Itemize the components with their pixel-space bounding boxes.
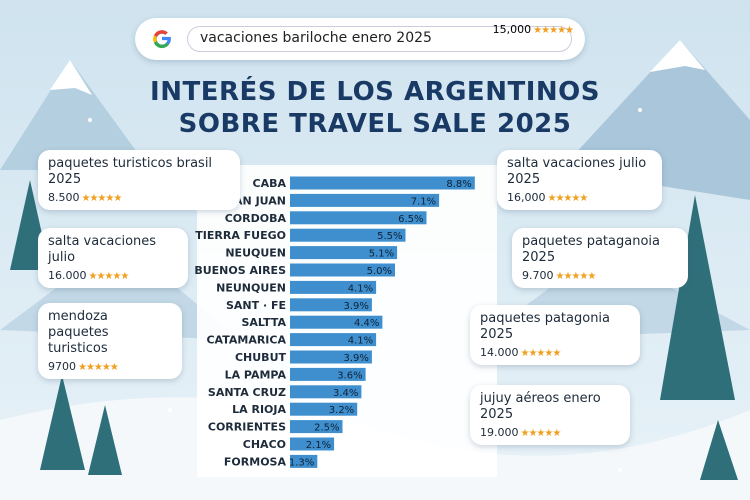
card-count-row: 9.700	[522, 269, 678, 282]
category-label: LA RIOJA	[232, 403, 286, 416]
card-count: 16.000	[48, 269, 87, 282]
google-logo	[153, 30, 171, 49]
card-title: salta vacaciones julio 2025	[507, 156, 647, 187]
card-title: jujuy aéreos enero 2025	[480, 391, 601, 422]
category-label: SALTTA	[241, 316, 286, 329]
stars	[78, 360, 118, 373]
card-count: 19.000	[480, 426, 519, 439]
card-count-row: 14.000	[480, 346, 630, 359]
bar	[290, 298, 372, 312]
bar	[290, 228, 406, 242]
value-label: 4.4%	[354, 318, 379, 329]
category-label: TIERRA FUEGO	[195, 229, 286, 242]
category-label: CATAMARICA	[206, 334, 286, 347]
bar	[290, 280, 377, 294]
card-count: 9.700	[522, 269, 554, 282]
title: INTERÉS DE LOS ARGENTINOS SOBRE TRAVEL SA…	[0, 76, 750, 140]
bar	[290, 437, 335, 451]
search-card: jujuy aéreos enero 2025 19.000	[470, 385, 630, 445]
card-count-row: 16,000	[507, 191, 652, 204]
bar	[290, 315, 383, 329]
stars	[556, 269, 596, 282]
category-label: CHUBUT	[235, 351, 287, 364]
title-line: SOBRE TRAVEL SALE 2025	[178, 109, 572, 139]
card-count-row: 16.000	[48, 269, 178, 282]
card-count-row: 19.000	[480, 426, 620, 439]
card-title: salta vacaciones julio	[48, 234, 157, 265]
value-label: 7.1%	[411, 196, 436, 207]
category-label: CABA	[253, 177, 287, 190]
stars	[548, 191, 588, 204]
value-label: 3.9%	[343, 353, 368, 364]
search-card: salta vacaciones julio 16.000	[38, 228, 188, 288]
category-label: NEUQUEN	[225, 247, 286, 260]
card-count: 8.500	[48, 191, 80, 204]
category-label: FORMOSA	[224, 455, 287, 468]
category-label: LA PAMPA	[225, 368, 287, 381]
card-count-row: 8.500	[48, 191, 230, 204]
bar	[290, 333, 377, 347]
stars	[521, 346, 561, 359]
category-label: SANTA CRUZ	[208, 386, 286, 399]
title-line: INTERÉS DE LOS ARGENTINOS	[150, 77, 600, 107]
search-bar[interactable]: vacaciones bariloche enero 2025 15,000	[135, 18, 585, 60]
value-label: 5.5%	[377, 231, 402, 242]
stars	[89, 269, 129, 282]
category-label: CORRIENTES	[208, 421, 286, 434]
bar	[290, 176, 475, 190]
search-count: 15,000	[493, 23, 573, 36]
count: 15,000	[492, 23, 532, 36]
bar	[290, 246, 398, 260]
value-label: 3.2%	[329, 405, 354, 416]
category-label: SANT · FE	[226, 299, 286, 312]
search-card: paquetes turisticos brasil 2025 8.500	[38, 150, 240, 210]
category-label: CORDOBA	[225, 212, 287, 225]
bar	[290, 367, 366, 381]
bar	[290, 350, 372, 364]
category-label: SAN JUAN	[226, 194, 286, 207]
value-label: 5.1%	[369, 249, 394, 260]
stars	[82, 191, 122, 204]
search-query[interactable]: vacaciones bariloche enero 2025	[187, 26, 572, 52]
card-title: mendoza paquetes turisticos	[48, 309, 109, 356]
bar	[290, 211, 427, 225]
category-label: BUENOS AIRES	[194, 264, 286, 277]
value-label: 3.4%	[333, 388, 358, 399]
search-card: paquetes pataganoia 2025 9.700	[512, 228, 688, 288]
value-label: 6.5%	[398, 214, 423, 225]
card-count: 14.000	[480, 346, 519, 359]
search-card: mendoza paquetes turisticos 9700	[38, 303, 182, 379]
value-label: 3.6%	[337, 370, 362, 381]
value-label: 4.1%	[348, 283, 373, 294]
search-card: paquetes patagonia 2025 14.000	[470, 305, 640, 365]
card-title: paquetes pataganoia 2025	[522, 234, 660, 265]
card-count: 16,000	[507, 191, 546, 204]
bar	[290, 263, 395, 277]
search-card: salta vacaciones julio 2025 16,000	[497, 150, 662, 210]
category-label: NEUNQUEN	[216, 281, 286, 294]
value-label: 5.0%	[367, 266, 392, 277]
stars	[521, 426, 561, 439]
value-label: 4.1%	[348, 336, 373, 347]
bar	[290, 193, 440, 207]
card-title: paquetes patagonia 2025	[480, 311, 611, 342]
bar	[290, 454, 318, 468]
value-label: 1.3%	[289, 457, 314, 468]
value-label: 2.5%	[314, 423, 339, 434]
value-label: 3.9%	[343, 301, 368, 312]
bar	[290, 385, 362, 399]
bar	[290, 420, 343, 434]
card-count-row: 9700	[48, 360, 172, 373]
card-count: 9700	[48, 360, 76, 373]
value-label: 2.1%	[306, 440, 331, 451]
value-label: 8.8%	[446, 179, 471, 190]
bar	[290, 402, 358, 416]
category-label: CHACO	[243, 438, 286, 451]
card-title: paquetes turisticos brasil 2025	[48, 156, 213, 187]
